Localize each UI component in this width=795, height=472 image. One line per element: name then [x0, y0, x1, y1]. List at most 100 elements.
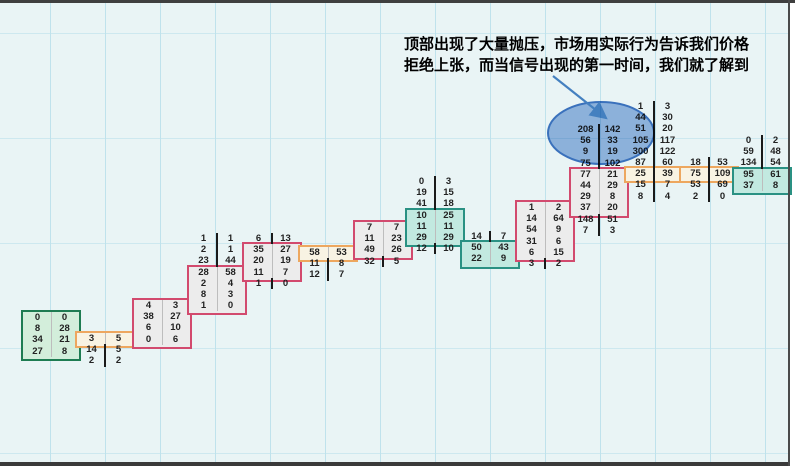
- footprint-column-10: 1 2 14 64 54 9 31 6 6 15 3 2: [515, 200, 575, 270]
- ask-value: 2: [555, 257, 562, 269]
- column-divider: [271, 255, 273, 267]
- price-row: 29 29: [409, 231, 461, 244]
- price-row: 9 19: [573, 146, 625, 158]
- ask-value: 117: [659, 134, 676, 146]
- ask-value: 7: [393, 222, 400, 233]
- bid-value: 11: [364, 233, 375, 245]
- column-divider: [434, 187, 436, 199]
- column-divider: [489, 242, 491, 254]
- footprint-column-7: 7 7 11 23 49 26 32 5: [353, 220, 413, 267]
- ask-value: 8: [772, 179, 779, 191]
- ask-value: 6: [172, 333, 179, 345]
- ask-value: 13: [280, 233, 291, 244]
- ask-value: 20: [662, 123, 673, 135]
- ask-value: 9: [500, 253, 507, 265]
- bid-value: 56: [580, 135, 591, 147]
- column-divider: [708, 168, 710, 180]
- price-row: 27 8: [25, 345, 77, 357]
- price-row: 6 10: [136, 322, 188, 334]
- footprint-column-3: 4 3 38 27 6 10 0 6: [132, 298, 192, 349]
- bid-value: 2: [692, 190, 699, 202]
- price-row: 300 122: [628, 145, 680, 157]
- column-divider: [434, 198, 436, 210]
- bid-value: 41: [416, 198, 427, 210]
- bid-value: 34: [32, 334, 43, 346]
- ask-value: 48: [770, 146, 781, 158]
- bid-value: 0: [145, 333, 152, 345]
- bid-value: 14: [471, 231, 482, 242]
- footprint-column-4: 1 1 2 1 23 44 28 58 2 4 8 3 1 0: [187, 233, 247, 316]
- price-row: 31 6: [519, 235, 571, 247]
- price-row: 11 23: [357, 233, 409, 245]
- price-row: 37 8: [736, 179, 788, 191]
- column-divider: [544, 213, 546, 225]
- price-row: 105 117: [628, 134, 680, 146]
- bid-value: 31: [526, 235, 537, 247]
- column-divider: [653, 179, 655, 191]
- column-divider: [216, 244, 218, 256]
- column-divider: [161, 333, 163, 345]
- price-row: 41 18: [409, 198, 461, 210]
- column-divider: [489, 253, 491, 265]
- footprint-column-9: 14 7 50 43 22 9: [460, 231, 520, 269]
- price-row: 11 7: [246, 266, 298, 278]
- bid-value: 2: [200, 244, 207, 256]
- price-row: 32 5: [357, 255, 409, 267]
- ask-value: 28: [59, 323, 70, 335]
- bid-value: 3: [528, 257, 535, 269]
- price-row: 25 39: [628, 168, 680, 180]
- column-divider: [544, 202, 546, 214]
- bid-value: 25: [635, 168, 646, 180]
- ask-value: 20: [607, 202, 618, 214]
- bid-value: 87: [635, 156, 646, 168]
- bid-value: 1: [200, 300, 207, 312]
- bid-value: 105: [632, 134, 649, 146]
- bid-value: 208: [577, 124, 594, 135]
- price-row: 77 21: [573, 168, 625, 180]
- bid-value: 9: [582, 146, 589, 158]
- bid-value: 6: [528, 246, 535, 258]
- bid-value: 20: [253, 255, 264, 267]
- bid-value: 37: [580, 202, 591, 214]
- ask-value: 44: [225, 255, 236, 267]
- price-row: 208 142: [573, 124, 625, 136]
- column-divider: [653, 168, 655, 180]
- ask-value: 7: [338, 269, 345, 281]
- ask-value: 3: [664, 101, 671, 112]
- price-row: 22 9: [464, 253, 516, 265]
- column-divider: [761, 146, 763, 158]
- ask-value: 39: [662, 168, 673, 180]
- bid-value: 77: [580, 168, 591, 180]
- column-divider: [104, 355, 106, 367]
- bid-value: 11: [253, 266, 264, 278]
- column-divider: [544, 246, 546, 258]
- bid-value: 32: [364, 255, 375, 267]
- column-divider: [216, 288, 218, 301]
- bid-value: 18: [690, 157, 701, 168]
- bid-value: 23: [198, 255, 209, 267]
- ask-value: 3: [172, 300, 179, 311]
- column-divider: [271, 277, 273, 289]
- price-row: 34 21: [25, 334, 77, 346]
- ask-value: 43: [498, 242, 509, 254]
- bid-value: 53: [690, 179, 701, 191]
- column-divider: [434, 209, 436, 221]
- ask-value: 18: [443, 198, 454, 210]
- column-divider: [216, 266, 218, 278]
- annotation-text: 顶部出现了大量抛压，市场用实际行为告诉我们价格 拒绝上张，而当信号出现的第一时间…: [404, 34, 795, 76]
- column-divider: [161, 322, 163, 334]
- ask-value: 7: [282, 266, 289, 278]
- ask-value: 27: [170, 311, 181, 323]
- footprint-column-14: 0 2 59 48 134 54 95 61 37 8: [732, 135, 792, 195]
- column-divider: [50, 345, 52, 357]
- annotation-line-1: 顶部出现了大量抛压，市场用实际行为告诉我们价格: [404, 36, 750, 53]
- price-row: 11 8: [302, 258, 354, 270]
- column-divider: [50, 323, 52, 335]
- column-divider: [653, 190, 655, 202]
